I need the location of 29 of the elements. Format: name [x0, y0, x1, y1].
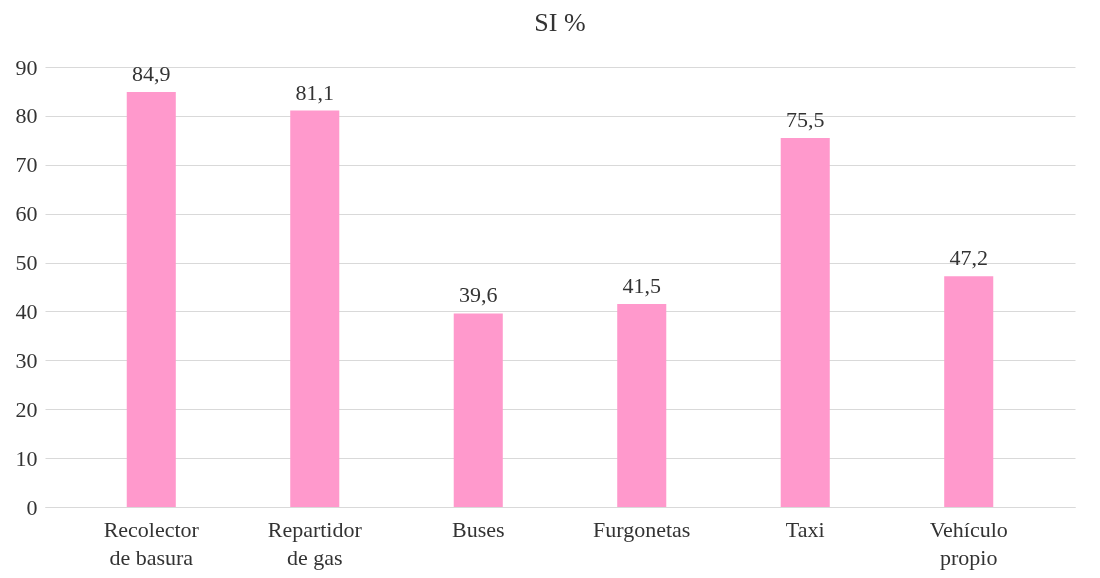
bar	[944, 276, 994, 507]
data-label: 39,6	[459, 282, 498, 308]
data-label: 41,5	[622, 273, 661, 299]
bar	[290, 110, 340, 507]
bar	[617, 304, 667, 507]
bar	[780, 137, 830, 507]
data-label: 81,1	[295, 79, 335, 105]
y-tick-label: 90	[15, 54, 38, 80]
x-tick-label: Repartidor de gas	[267, 516, 363, 570]
y-tick-label: 50	[15, 250, 38, 276]
x-tick-label: Furgonetas	[593, 516, 691, 542]
y-tick-label: 40	[15, 298, 38, 324]
y-tick-label: 20	[15, 396, 38, 422]
y-tick-label: 80	[15, 103, 38, 129]
y-tick-label: 30	[15, 347, 38, 373]
y-tick-label: 70	[15, 152, 38, 178]
x-tick-label: Taxi	[785, 516, 825, 542]
x-tick-label: Recolector de basura	[103, 516, 200, 570]
y-tick-label: 0	[26, 494, 38, 520]
data-label: 47,2	[949, 245, 988, 271]
y-tick-label: 10	[15, 445, 38, 471]
y-tick-label: 60	[15, 201, 38, 227]
data-label: 75,5	[785, 106, 825, 132]
data-label: 84,9	[132, 60, 171, 86]
bar	[453, 313, 503, 507]
x-tick-label: Vehículo propio	[929, 516, 1008, 570]
bar	[126, 91, 176, 507]
x-tick-label: Buses	[451, 516, 505, 542]
chart-title: SI %	[534, 8, 586, 37]
